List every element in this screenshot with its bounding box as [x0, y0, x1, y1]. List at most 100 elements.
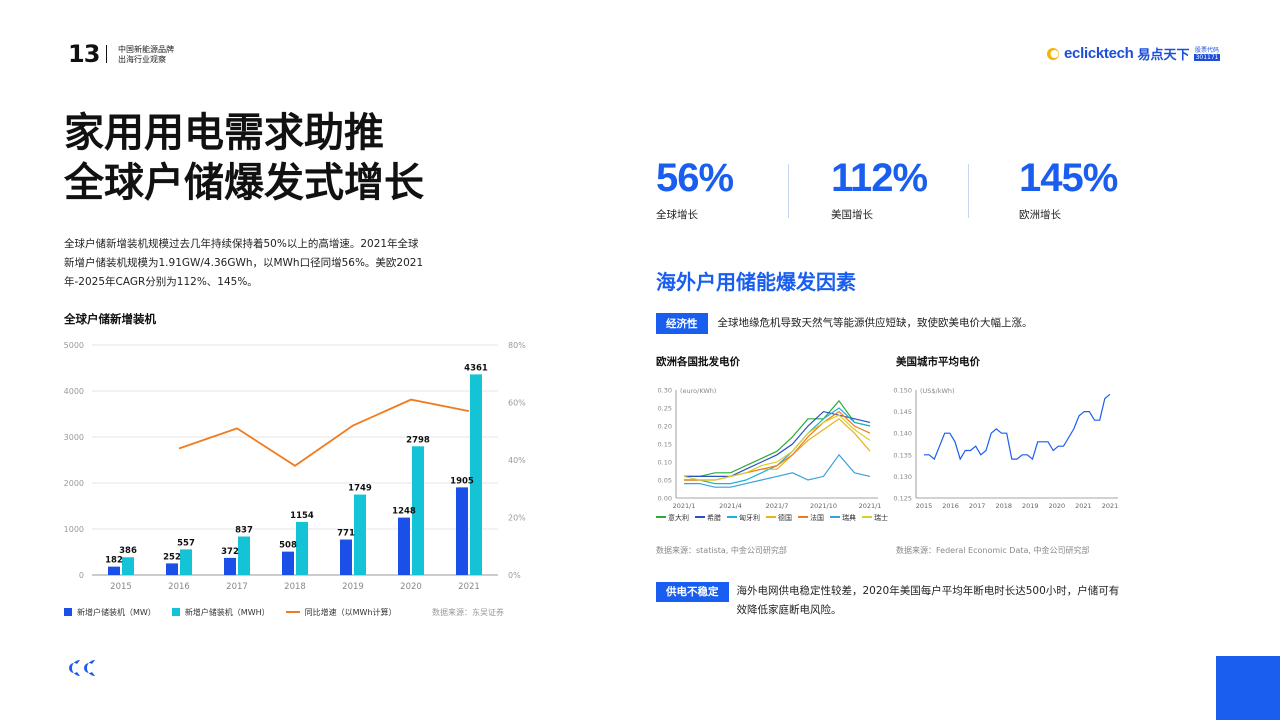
legend-swatch: [798, 516, 808, 518]
page-title: 家用用电需求助推 全球户储爆发式增长: [64, 108, 424, 208]
x-tick-label: 2019: [342, 582, 364, 592]
data-label-mw: 508: [279, 541, 297, 551]
stat-divider: [788, 164, 789, 218]
x-tick-label: 2016: [942, 502, 959, 510]
stat-europe-label: 欧洲增长: [1019, 209, 1061, 221]
x-tick-label: 2015: [110, 582, 132, 592]
page-number: 13: [68, 40, 100, 68]
y-tick-label: 2000: [64, 479, 84, 488]
chart-title: 全球户储新增装机: [64, 312, 156, 326]
data-label-mw: 252: [163, 552, 181, 562]
legend-label-mwh: 新增户储装机（MWH）: [184, 608, 270, 617]
y-tick-label: 0.10: [658, 459, 672, 467]
legend-item-mwh: 新增户储装机（MWH）: [171, 607, 270, 618]
stat-global: 56% 全球增长: [656, 156, 734, 222]
x-tick-label: 2021/1: [673, 502, 696, 510]
y2-tick-label: 0%: [508, 571, 521, 580]
data-label-mwh: 386: [119, 546, 137, 556]
installation-chart: 5000 4000 3000 2000 1000 0 80% 60% 40% 20% 0% 2015 1…: [64, 341, 527, 592]
header-subtitle: 中国新能源品牌 出海行业观察: [118, 45, 174, 65]
data-label-mw: 1905: [450, 476, 474, 486]
legend-label: 德国: [778, 514, 792, 522]
eu-legend-item: 匈牙利: [727, 513, 760, 523]
x-tick-label: 2016: [168, 582, 190, 592]
eu-legend-item: 瑞士: [862, 513, 888, 523]
x-tick-label: 2019: [1022, 502, 1039, 510]
bar-mwh: [122, 557, 134, 575]
logo-stock-number: 301171: [1193, 53, 1221, 61]
x-tick-label: 2017: [969, 502, 986, 510]
series-line: [684, 399, 871, 478]
y2-tick-label: 60%: [508, 399, 526, 408]
legend-label: 希腊: [707, 514, 721, 522]
y-tick-label: 0.125: [893, 495, 912, 503]
bar-mw: [282, 551, 294, 575]
logo-stock-code: 股票代码 301171: [1193, 46, 1221, 61]
x-tick-label: 2021: [458, 582, 480, 592]
data-label-mwh: 2798: [406, 435, 430, 445]
x-tick-label: 2021/10: [810, 502, 837, 510]
y-tick-label: 0: [79, 571, 84, 580]
legend-label: 法国: [810, 514, 824, 522]
grid-text: 海外电网供电稳定性较差，2020年美国每户平均年断电时长达500小时，户储可有 …: [737, 582, 1120, 620]
factors-heading: 海外户用储能爆发因素: [656, 270, 856, 294]
data-label-mw: 372: [221, 547, 239, 557]
stat-us: 112% 美国增长: [831, 156, 928, 222]
x-tick-label: 2018: [995, 502, 1012, 510]
series-line: [924, 393, 1111, 461]
economy-tag: 经济性: [656, 313, 708, 334]
chart-source: 数据来源：东吴证券: [432, 608, 504, 617]
y-tick-label: 4000: [64, 387, 84, 396]
y-tick-label: 0.145: [893, 408, 912, 416]
stat-europe-value: 145%: [1019, 156, 1118, 200]
legend-label-mw: 新增户储装机（MW）: [77, 608, 156, 617]
eu-legend-item: 意大利: [656, 513, 689, 523]
economy-text: 全球地缘危机导致天然气等能源供应短缺，致使欧美电价大幅上涨。: [717, 317, 1033, 329]
bar-mw: [166, 563, 178, 575]
y-tick-label: 0.30: [658, 387, 672, 395]
header-divider: [106, 45, 107, 63]
series-line: [684, 453, 871, 488]
bar-mw: [340, 539, 352, 575]
footer-logo-icon: [69, 660, 95, 676]
title-line2: 全球户储爆发式增长: [64, 160, 424, 206]
y-tick-label: 0.00: [658, 495, 672, 503]
legend-swatch: [862, 516, 872, 518]
y-tick-label: 0.25: [658, 405, 672, 413]
economy-factor: 经济性 全球地缘危机导致天然气等能源供应短缺，致使欧美电价大幅上涨。: [656, 313, 1033, 334]
legend-swatch: [656, 516, 666, 518]
grid-text-line1: 海外电网供电稳定性较差，2020年美国每户平均年断电时长达500小时，户储可有: [736, 585, 1120, 597]
data-label-mwh: 557: [177, 538, 195, 548]
y-tick-label: 0.15: [658, 441, 672, 449]
eu-chart-title: 欧洲各国批发电价: [656, 356, 740, 368]
x-tick-label: 2021/1: [859, 502, 882, 510]
x-tick-label: 2021/4: [719, 502, 742, 510]
bar-mw: [108, 566, 120, 575]
data-label-mw: 1248: [392, 507, 416, 517]
legend-label: 瑞典: [842, 514, 856, 522]
bar-mwh: [180, 549, 192, 575]
intro-paragraph: 全球户储新增装机规模过去几年持续保持着50%以上的高增速。2021年全球新增户储…: [64, 238, 424, 288]
header-subtitle-line1: 中国新能源品牌: [118, 45, 174, 54]
bar-mwh: [354, 494, 366, 575]
x-tick-label: 2020: [1049, 502, 1066, 510]
y-tick-label: 5000: [64, 341, 84, 350]
legend-label: 匈牙利: [739, 514, 760, 522]
x-tick-label: 2017: [226, 582, 248, 592]
bar-mwh: [296, 521, 308, 575]
unit-label: (US$/kWh): [920, 387, 955, 395]
data-label-mw: 182: [105, 556, 123, 566]
brand-logo: eclicktech 易点天下 股票代码 301171: [1046, 44, 1221, 63]
eu-legend-item: 希腊: [695, 513, 721, 523]
y-tick-label: 3000: [64, 433, 84, 442]
legend-label: 意大利: [668, 514, 689, 522]
us-chart-source: 数据来源：Federal Economic Data, 中金公司研究部: [896, 546, 1090, 555]
bar-mwh: [238, 536, 250, 575]
x-tick-label: 2018: [284, 582, 306, 592]
eu-legend-item: 法国: [798, 513, 824, 523]
logo-cn: 易点天下: [1137, 48, 1190, 63]
x-tick-label: 2021: [1075, 502, 1092, 510]
logo-stock-label: 股票代码: [1195, 46, 1220, 54]
y-tick-label: 0.05: [658, 477, 672, 485]
x-tick-label: 2015: [916, 502, 933, 510]
